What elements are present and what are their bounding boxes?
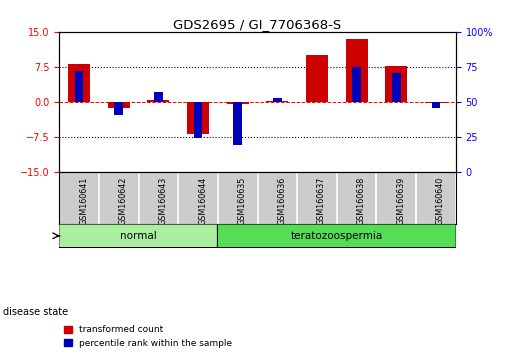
Bar <box>108 102 130 108</box>
Text: GSM160640: GSM160640 <box>436 176 445 224</box>
Bar <box>154 92 163 102</box>
Bar <box>68 64 90 102</box>
Bar <box>114 102 123 115</box>
Text: GSM160637: GSM160637 <box>317 176 326 225</box>
Legend: transformed count, percentile rank within the sample: transformed count, percentile rank withi… <box>64 325 232 348</box>
Bar <box>346 39 368 102</box>
Bar <box>266 101 288 102</box>
Text: GSM160644: GSM160644 <box>198 176 207 224</box>
Bar <box>425 102 447 103</box>
Title: GDS2695 / GI_7706368-S: GDS2695 / GI_7706368-S <box>174 18 341 31</box>
Text: GSM160643: GSM160643 <box>159 176 167 224</box>
Bar <box>227 102 249 104</box>
Text: normal: normal <box>120 231 157 241</box>
Text: GSM160635: GSM160635 <box>238 176 247 225</box>
Bar <box>233 102 242 145</box>
Bar <box>352 67 361 102</box>
Bar <box>432 102 440 108</box>
Text: GSM160639: GSM160639 <box>397 176 405 225</box>
Bar <box>306 55 328 102</box>
Bar <box>385 65 407 102</box>
Text: GSM160638: GSM160638 <box>356 176 366 224</box>
Bar <box>194 102 202 138</box>
Text: teratozoospermia: teratozoospermia <box>290 231 383 241</box>
Text: GSM160636: GSM160636 <box>277 176 286 224</box>
Bar <box>75 71 83 102</box>
Bar <box>273 98 282 102</box>
Bar <box>147 100 169 102</box>
Text: disease state: disease state <box>3 307 67 317</box>
Bar <box>187 102 209 134</box>
Text: GSM160642: GSM160642 <box>118 176 128 225</box>
FancyBboxPatch shape <box>59 224 218 247</box>
Bar <box>392 73 401 102</box>
Text: GSM160641: GSM160641 <box>79 176 88 224</box>
FancyBboxPatch shape <box>217 224 456 247</box>
